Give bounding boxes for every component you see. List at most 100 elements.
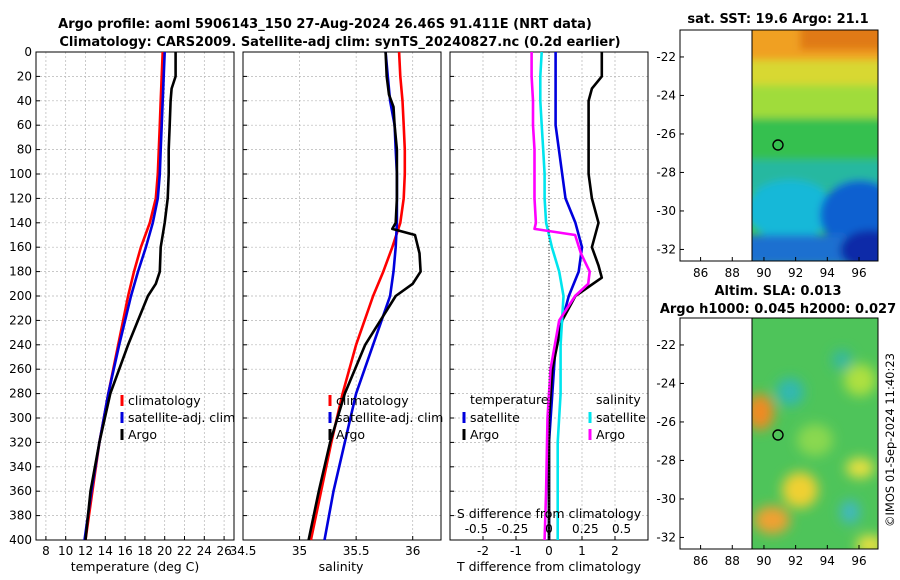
y-tick-label: 260: [9, 362, 32, 376]
series-line-satellite-adj-clim: [323, 51, 399, 541]
x-tick-label: 26: [216, 544, 231, 558]
series-line-argo: [84, 52, 177, 541]
x-tick-label: 20: [157, 544, 172, 558]
map-y-tick-label: -24: [656, 88, 676, 102]
legend-label: climatology: [128, 393, 201, 408]
x-tick-label: 22: [177, 544, 192, 558]
x-tick-label: -1: [510, 544, 522, 558]
x-tick-label: 2: [611, 544, 619, 558]
difference-xlabel: T difference from climatology: [456, 559, 642, 574]
temperature-xlabel: temperature (deg C): [71, 559, 200, 574]
y-tick-label: 200: [9, 289, 32, 303]
legend-title-temperature: temperature: [470, 392, 549, 407]
y-tick-label: 280: [9, 387, 32, 401]
legend-title-salinity: salinity: [596, 392, 641, 407]
map-y-tick-label: -30: [656, 204, 676, 218]
series-line-salinity-argo: [530, 52, 592, 541]
map-x-tick-label: 94: [820, 266, 835, 280]
map-y-tick-label: -30: [656, 492, 676, 506]
y-tick-label: 380: [9, 509, 32, 523]
y-tick-label: 300: [9, 411, 32, 425]
y-tick-label: 140: [9, 216, 32, 230]
map-x-tick-label: 96: [851, 554, 866, 568]
y-tick-label: 160: [9, 240, 32, 254]
s-tick-label: 0: [545, 522, 553, 536]
y-tick-label: 100: [9, 167, 32, 181]
x-tick-label: 24: [197, 544, 212, 558]
s-tick-label: 0.25: [572, 522, 599, 536]
y-tick-label: 360: [9, 484, 32, 498]
sla-argo-marker: [772, 429, 784, 441]
difference-panel: -2 -1 0 1 2 S difference from climatology-0.5…: [449, 51, 649, 558]
x-tick-label: 16: [117, 544, 132, 558]
map-y-tick-label: -22: [656, 50, 676, 64]
map-x-tick-label: 90: [756, 266, 771, 280]
legend-label: Argo: [596, 427, 625, 442]
series-line-temperature-satellite: [547, 52, 584, 540]
map-x-tick-label: 86: [693, 554, 708, 568]
legend-label: Argo: [128, 427, 157, 442]
map-y-tick-label: -28: [656, 453, 676, 467]
y-tick-label: 120: [9, 191, 32, 205]
x-tick-label: 0: [545, 544, 553, 558]
s-tick-label: -0.5: [465, 522, 488, 536]
y-tick-label: 60: [17, 118, 32, 132]
x-tick-label: 1: [578, 544, 586, 558]
temperature-panel: 8 10 12 14 16 18 20 22 24 26020406080100120140160…: [9, 45, 235, 558]
x-tick-label: 14: [98, 544, 113, 558]
map-x-tick-label: 94: [820, 554, 835, 568]
imos-credit: ©IMOS 01-Sep-2024 11:40:23: [883, 353, 897, 527]
x-tick-label: 10: [58, 544, 73, 558]
y-tick-label: 320: [9, 435, 32, 449]
y-tick-label: 400: [9, 533, 32, 547]
map-x-tick-label: 92: [788, 266, 803, 280]
y-tick-label: 0: [24, 45, 32, 59]
y-tick-label: 240: [9, 338, 32, 352]
title-line-2: Climatology: CARS2009. Satellite-adj cli…: [59, 35, 620, 50]
x-tick-label: 8: [42, 544, 50, 558]
legend-label: satellite-adj. clim: [128, 410, 235, 425]
series-line-temperature-argo: [547, 52, 604, 540]
s-difference-label: S difference from climatology: [457, 506, 642, 521]
y-tick-label: 220: [9, 313, 32, 327]
legend-label: satellite-adj. clim: [336, 410, 443, 425]
map-x-tick-label: 90: [756, 554, 771, 568]
map-x-tick-label: 88: [725, 266, 740, 280]
sst-map-title: sat. SST: 19.6 Argo: 21.1: [687, 12, 868, 27]
map-x-tick-label: 92: [788, 554, 803, 568]
map-y-tick-label: -32: [656, 530, 676, 544]
salinity-panel: 34.5 35 35.5 36 climatology satellite-adj. cl…: [230, 51, 443, 558]
sla-map: Altim. SLA: 0.013 Argo h1000: 0.045 h200…: [656, 284, 896, 568]
legend-label: climatology: [336, 393, 409, 408]
map-y-tick-label: -28: [656, 165, 676, 179]
map-x-tick-label: 86: [693, 266, 708, 280]
s-tick-label: -0.25: [497, 522, 528, 536]
y-tick-label: 340: [9, 460, 32, 474]
sla-field: [752, 318, 878, 549]
y-tick-label: 180: [9, 265, 32, 279]
map-y-tick-label: -22: [656, 338, 676, 352]
x-tick-label: -2: [477, 544, 489, 558]
y-tick-label: 20: [17, 69, 32, 83]
map-y-tick-label: -24: [656, 376, 676, 390]
map-x-tick-label: 96: [851, 266, 866, 280]
x-tick-label: 36: [405, 544, 420, 558]
sla-title-line-1: Altim. SLA: 0.013: [715, 284, 842, 299]
salinity-xlabel: salinity: [319, 559, 364, 574]
sst-argo-marker: [772, 139, 784, 151]
y-tick-label: 80: [17, 143, 32, 157]
map-x-tick-label: 88: [725, 554, 740, 568]
sst-field: [752, 30, 878, 261]
y-tick-label: 40: [17, 94, 32, 108]
sst-map: sat. SST: 19.6 Argo: 21.1 86 88 90 92 94 96 -2…: [656, 12, 879, 280]
sla-title-line-2: Argo h1000: 0.045 h2000: 0.027: [660, 302, 896, 317]
map-y-tick-label: -26: [656, 415, 676, 429]
x-tick-label: 12: [78, 544, 93, 558]
x-tick-label: 35.5: [343, 544, 370, 558]
map-y-tick-label: -26: [656, 127, 676, 141]
legend-label: Argo: [470, 427, 499, 442]
legend-label: Argo: [336, 427, 365, 442]
x-tick-label: 35: [292, 544, 307, 558]
s-tick-label: 0.5: [612, 522, 631, 536]
